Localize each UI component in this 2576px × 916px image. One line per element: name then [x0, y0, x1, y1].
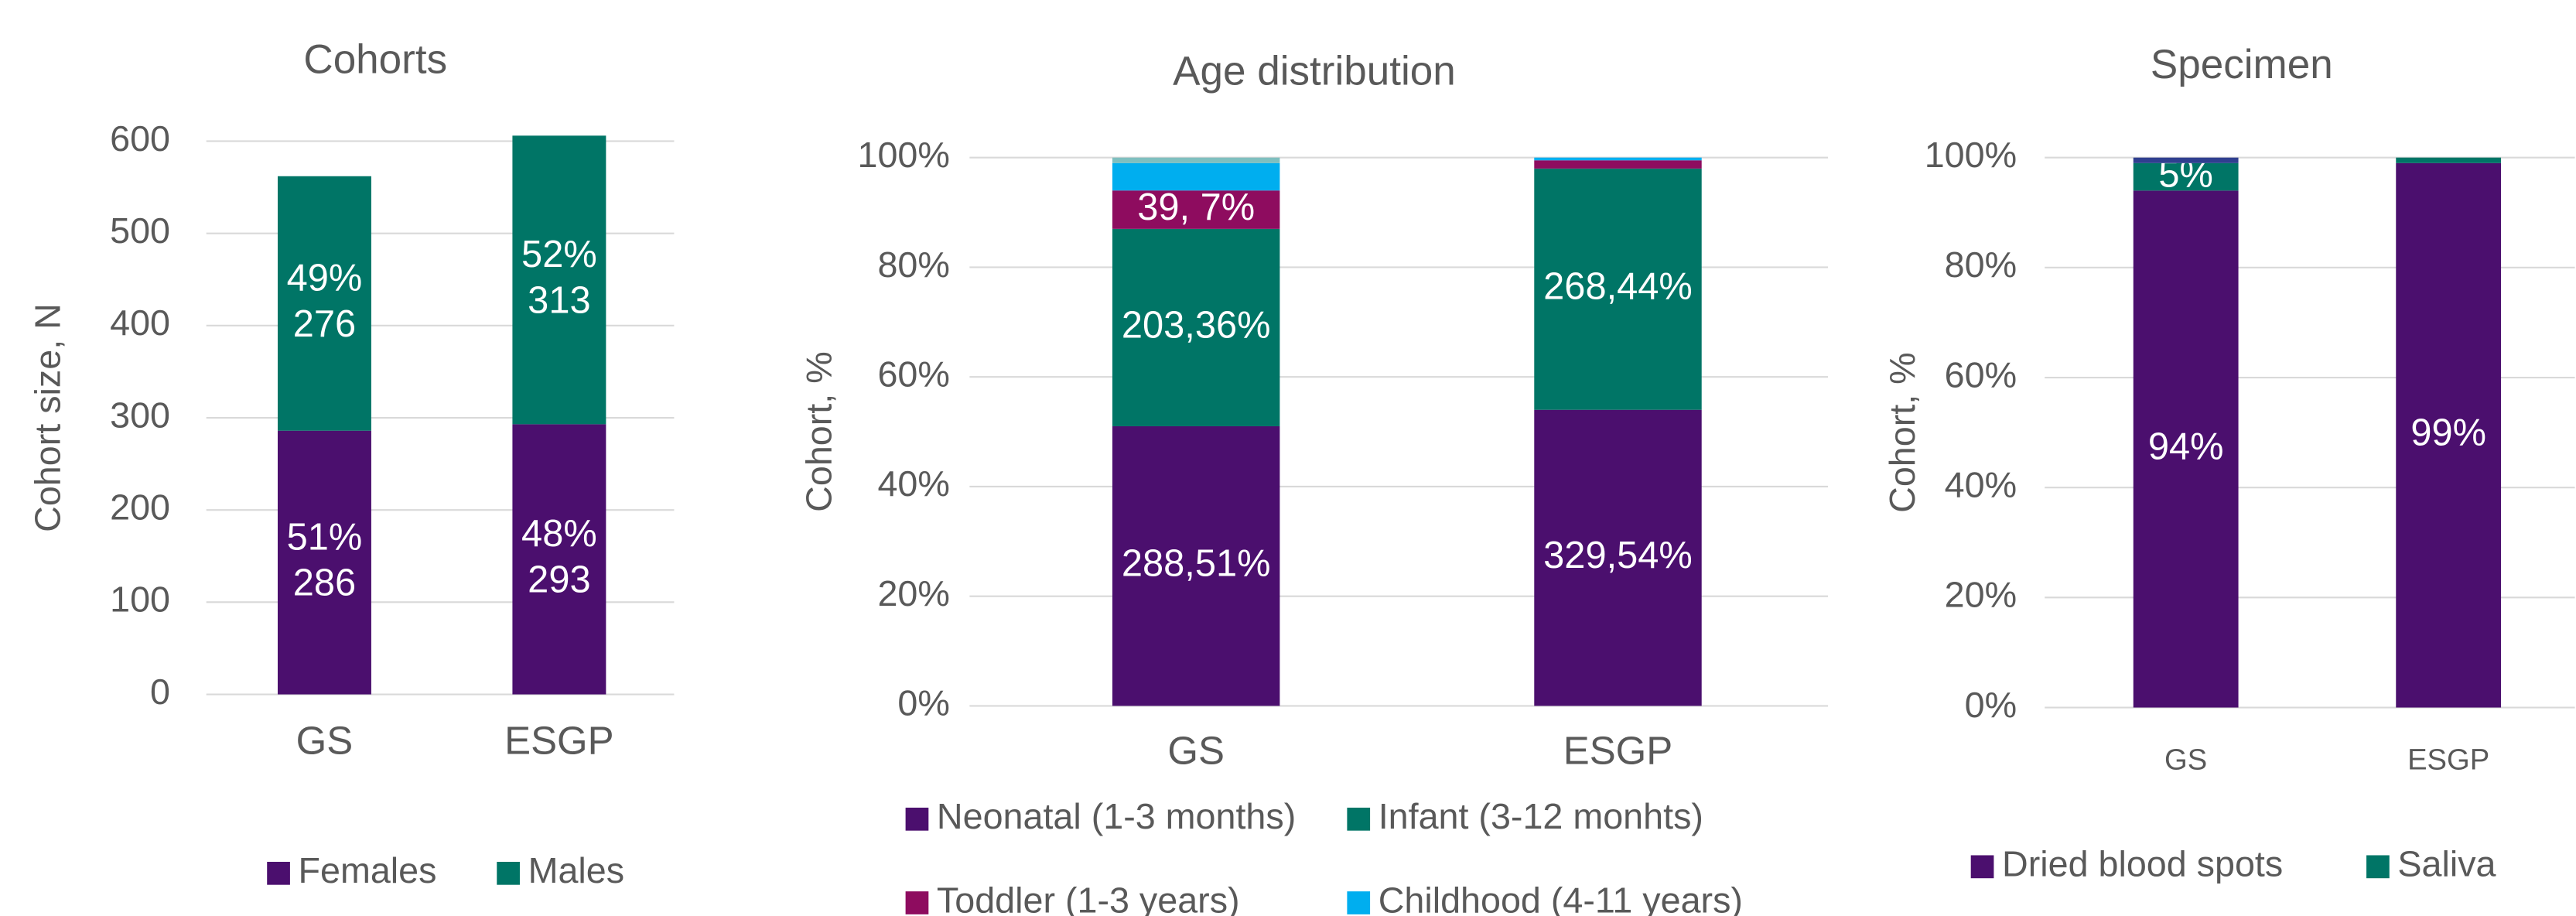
- data-label: 99%: [2410, 412, 2486, 454]
- y-tick-label: 40%: [1945, 465, 2017, 505]
- y-axis-label: Cohort, %: [1882, 352, 1922, 513]
- bar-segment: [1534, 157, 1702, 161]
- legend-swatch: [905, 891, 929, 914]
- legend-swatch: [1347, 807, 1371, 831]
- y-tick-label: 500: [110, 210, 170, 251]
- x-tick-label: ESGP: [2407, 743, 2489, 777]
- data-label: 293: [528, 559, 590, 601]
- legend-label: Infant (3-12 monhts): [1379, 796, 1703, 836]
- y-tick-label: 300: [110, 395, 170, 435]
- data-label: 288,51%: [1122, 543, 1271, 585]
- x-tick-label: GS: [1167, 728, 1225, 772]
- legend-swatch: [905, 807, 929, 831]
- data-label: 203,36%: [1122, 304, 1271, 346]
- y-tick-label: 40%: [877, 463, 949, 504]
- y-tick-label: 0%: [1965, 685, 2017, 725]
- data-label: 48%: [521, 513, 597, 555]
- data-label: 313: [528, 279, 590, 321]
- legend-swatch: [497, 861, 520, 885]
- bar-segment: [512, 135, 606, 425]
- legend-label: Childhood (4-11 years): [1379, 880, 1743, 916]
- bar-segment: [1112, 157, 1280, 163]
- y-tick-label: 0%: [897, 683, 949, 723]
- bar-segment: [2133, 190, 2239, 708]
- data-label: 52%: [521, 234, 597, 275]
- bar-segment: [2133, 157, 2239, 163]
- legend-label: Toddler (1-3 years): [937, 880, 1240, 916]
- bar-segment: [1534, 160, 1702, 169]
- y-axis-label: Cohort size, N: [27, 303, 67, 532]
- data-label: 39, 7%: [1137, 186, 1255, 228]
- legend-label: Males: [528, 850, 625, 890]
- bar-segment: [277, 176, 371, 431]
- legend-swatch: [1970, 855, 1994, 879]
- bar-segment: [1112, 426, 1280, 706]
- y-tick-label: 200: [110, 487, 170, 528]
- y-tick-label: 100: [110, 579, 170, 620]
- bar-segment: [277, 430, 371, 695]
- y-tick-label: 400: [110, 302, 170, 343]
- bar-segment: [2396, 162, 2502, 708]
- legend-label: Neonatal (1-3 months): [937, 796, 1296, 836]
- y-tick-label: 100%: [858, 135, 950, 175]
- chart-title: Specimen: [2151, 42, 2333, 87]
- data-label: 286: [293, 562, 356, 604]
- bar-segment: [1112, 162, 1280, 191]
- data-label: 329,54%: [1543, 535, 1693, 576]
- y-tick-label: 600: [110, 118, 170, 159]
- x-tick-label: ESGP: [1563, 728, 1672, 772]
- legend-label: Dried blood spots: [2002, 844, 2283, 884]
- data-label: 94%: [2148, 426, 2224, 467]
- y-tick-label: 80%: [877, 244, 949, 285]
- bar-segment: [1112, 190, 1280, 229]
- data-label: 51%: [287, 516, 363, 558]
- bar-segment: [1534, 409, 1702, 706]
- chart-title: Age distribution: [1173, 48, 1456, 94]
- y-tick-label: 0: [150, 672, 170, 712]
- bar-segment: [2396, 157, 2502, 163]
- data-label: 276: [293, 303, 356, 345]
- bar-segment: [2133, 162, 2239, 191]
- y-tick-label: 100%: [1925, 135, 2017, 175]
- data-label: 49%: [287, 257, 363, 299]
- y-tick-label: 20%: [877, 573, 949, 614]
- bar-segment: [1534, 168, 1702, 410]
- legend-label: Saliva: [2397, 844, 2496, 884]
- legend-swatch: [2366, 855, 2390, 879]
- bar-segment: [1112, 228, 1280, 426]
- legend-swatch: [1347, 891, 1371, 914]
- y-tick-label: 80%: [1945, 244, 2017, 285]
- y-tick-label: 60%: [877, 354, 949, 395]
- chart-title: Cohorts: [303, 37, 447, 83]
- legend-label: Females: [299, 850, 437, 890]
- legend-swatch: [267, 861, 290, 885]
- x-tick-label: ESGP: [504, 719, 613, 763]
- x-tick-label: GS: [296, 719, 354, 763]
- y-tick-label: 20%: [1945, 575, 2017, 615]
- bar-segment: [512, 424, 606, 695]
- x-tick-label: GS: [2164, 743, 2207, 777]
- y-tick-label: 60%: [1945, 354, 2017, 395]
- y-axis-label: Cohort, %: [799, 351, 839, 512]
- data-label: 268,44%: [1543, 266, 1693, 308]
